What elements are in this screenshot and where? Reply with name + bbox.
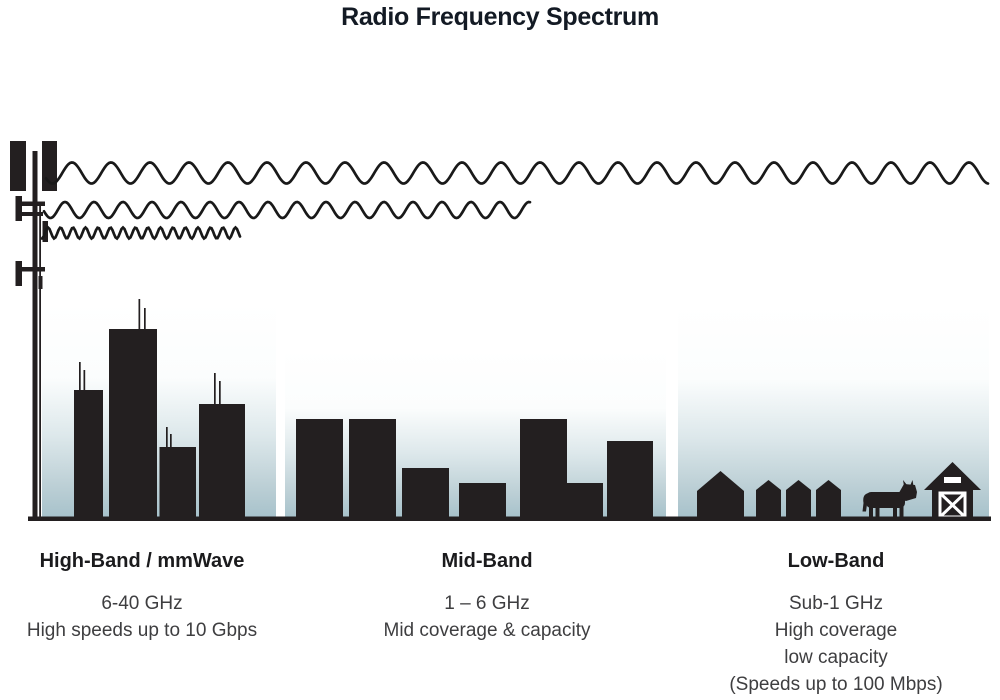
cow: [862, 480, 917, 519]
low-band-description: High coverage: [774, 620, 898, 641]
mid-band-wave: [42, 200, 532, 220]
house: [697, 471, 744, 519]
barn-silhouette: [924, 462, 981, 518]
low-band-description: (Speeds up to 100 Mbps): [729, 674, 943, 695]
low-band-description: low capacity: [784, 647, 888, 668]
high-band-city: [74, 299, 245, 518]
house: [786, 480, 811, 519]
antenna-panel: [10, 141, 26, 191]
mid-band-label: Mid-Band 1 – 6 GHz Mid coverage & capaci…: [347, 548, 627, 644]
ground-line: [28, 516, 991, 521]
cow-head: [896, 484, 917, 501]
high-band-description: High speeds up to 10 Gbps: [26, 620, 258, 641]
tower-crossarm: [17, 201, 45, 206]
mid-building: [349, 419, 396, 518]
high-band-heading: High-Band / mmWave: [39, 550, 245, 572]
mid-building: [567, 483, 603, 518]
antenna-mast: [138, 299, 141, 331]
house: [756, 480, 781, 519]
tower-crossarm: [20, 212, 43, 216]
barn: [924, 462, 981, 519]
high-band-label: High-Band / mmWave 6-40 GHz High speeds …: [18, 548, 266, 644]
cow-leg: [875, 504, 880, 519]
cow-leg: [899, 504, 904, 519]
mid-building: [296, 419, 343, 518]
mid-band-buildings: [296, 419, 653, 518]
antenna-mast: [219, 381, 221, 406]
tower-stub: [38, 276, 43, 289]
barn-door-cross: [938, 491, 967, 519]
high-band-frequency: 6-40 GHz: [101, 593, 183, 614]
cow-leg: [893, 504, 897, 519]
tower-cable: [39, 205, 41, 518]
cow-leg: [869, 504, 873, 519]
spectrum-diagram: [10, 141, 991, 521]
barn-vent: [944, 477, 961, 483]
low-band-frequency: Sub-1 GHz: [789, 593, 883, 614]
mid-band-frequency: 1 – 6 GHz: [444, 593, 530, 614]
cow-horn: [903, 480, 907, 486]
antenna-mast: [170, 434, 172, 449]
low-band-wave: [44, 161, 990, 185]
skyscraper: [199, 404, 245, 518]
antenna-mast: [214, 373, 216, 406]
mid-building: [520, 419, 567, 518]
skyscraper: [109, 329, 157, 518]
page-title: Radio Frequency Spectrum: [341, 3, 659, 31]
mid-band-description: Mid coverage & capacity: [383, 620, 591, 641]
low-band-label: Low-Band Sub-1 GHz High coverage low cap…: [686, 548, 986, 698]
side-antenna: [15, 261, 22, 286]
cow-tail: [862, 493, 869, 512]
antenna-mast: [144, 308, 146, 331]
radio-waves: [40, 161, 990, 241]
skyscraper: [159, 447, 196, 518]
low-band-heading: Low-Band: [787, 550, 885, 572]
low-band-rural: [697, 462, 981, 519]
cow-horn: [910, 480, 914, 486]
house: [816, 480, 841, 519]
mid-building: [402, 468, 449, 518]
antenna-mast: [83, 370, 86, 392]
tower-crossarm: [17, 267, 45, 272]
side-antenna: [15, 196, 22, 221]
high-band-wave: [40, 225, 242, 241]
tower-pole: [32, 151, 38, 520]
skyscraper: [74, 390, 103, 518]
mid-building: [607, 441, 653, 518]
mid-band-heading: Mid-Band: [441, 550, 533, 572]
antenna-mast: [79, 362, 81, 392]
antenna-mast: [166, 427, 168, 449]
mid-building: [459, 483, 506, 518]
